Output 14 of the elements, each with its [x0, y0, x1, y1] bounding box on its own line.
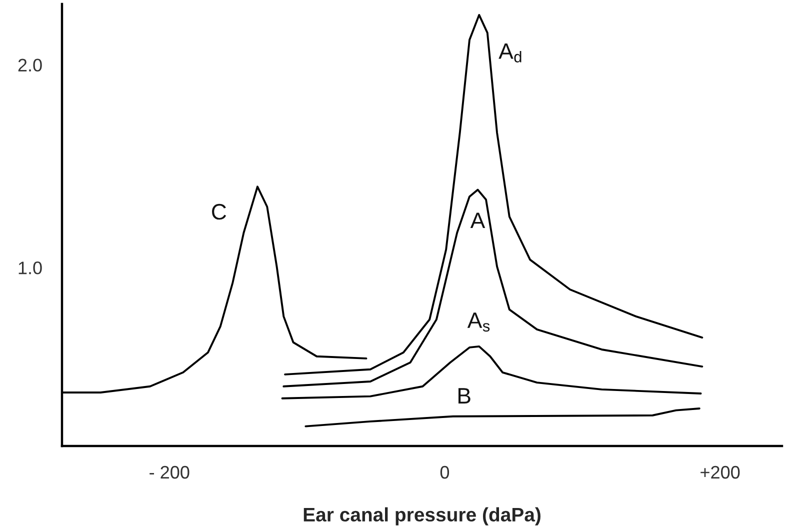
series-label: B — [458, 388, 470, 404]
line-series — [304, 408, 700, 428]
line-series — [282, 188, 704, 388]
series-label: A$_{s}$ — [467, 312, 490, 332]
y-tick-label: 2.0 — [18, 58, 42, 72]
x-tick-label: - 200 — [150, 466, 190, 479]
series-label: C — [212, 204, 226, 220]
series-label: A$_{d}$ — [498, 43, 522, 62]
series-label: A — [470, 212, 486, 228]
x-tick-label: 0 — [440, 466, 450, 479]
y-tick-label: 1.0 — [18, 262, 42, 274]
x-axis-title: Ear canal pressure (daPa) — [304, 507, 540, 526]
x-tick-label: +200 — [700, 466, 740, 479]
line-series — [284, 14, 704, 376]
